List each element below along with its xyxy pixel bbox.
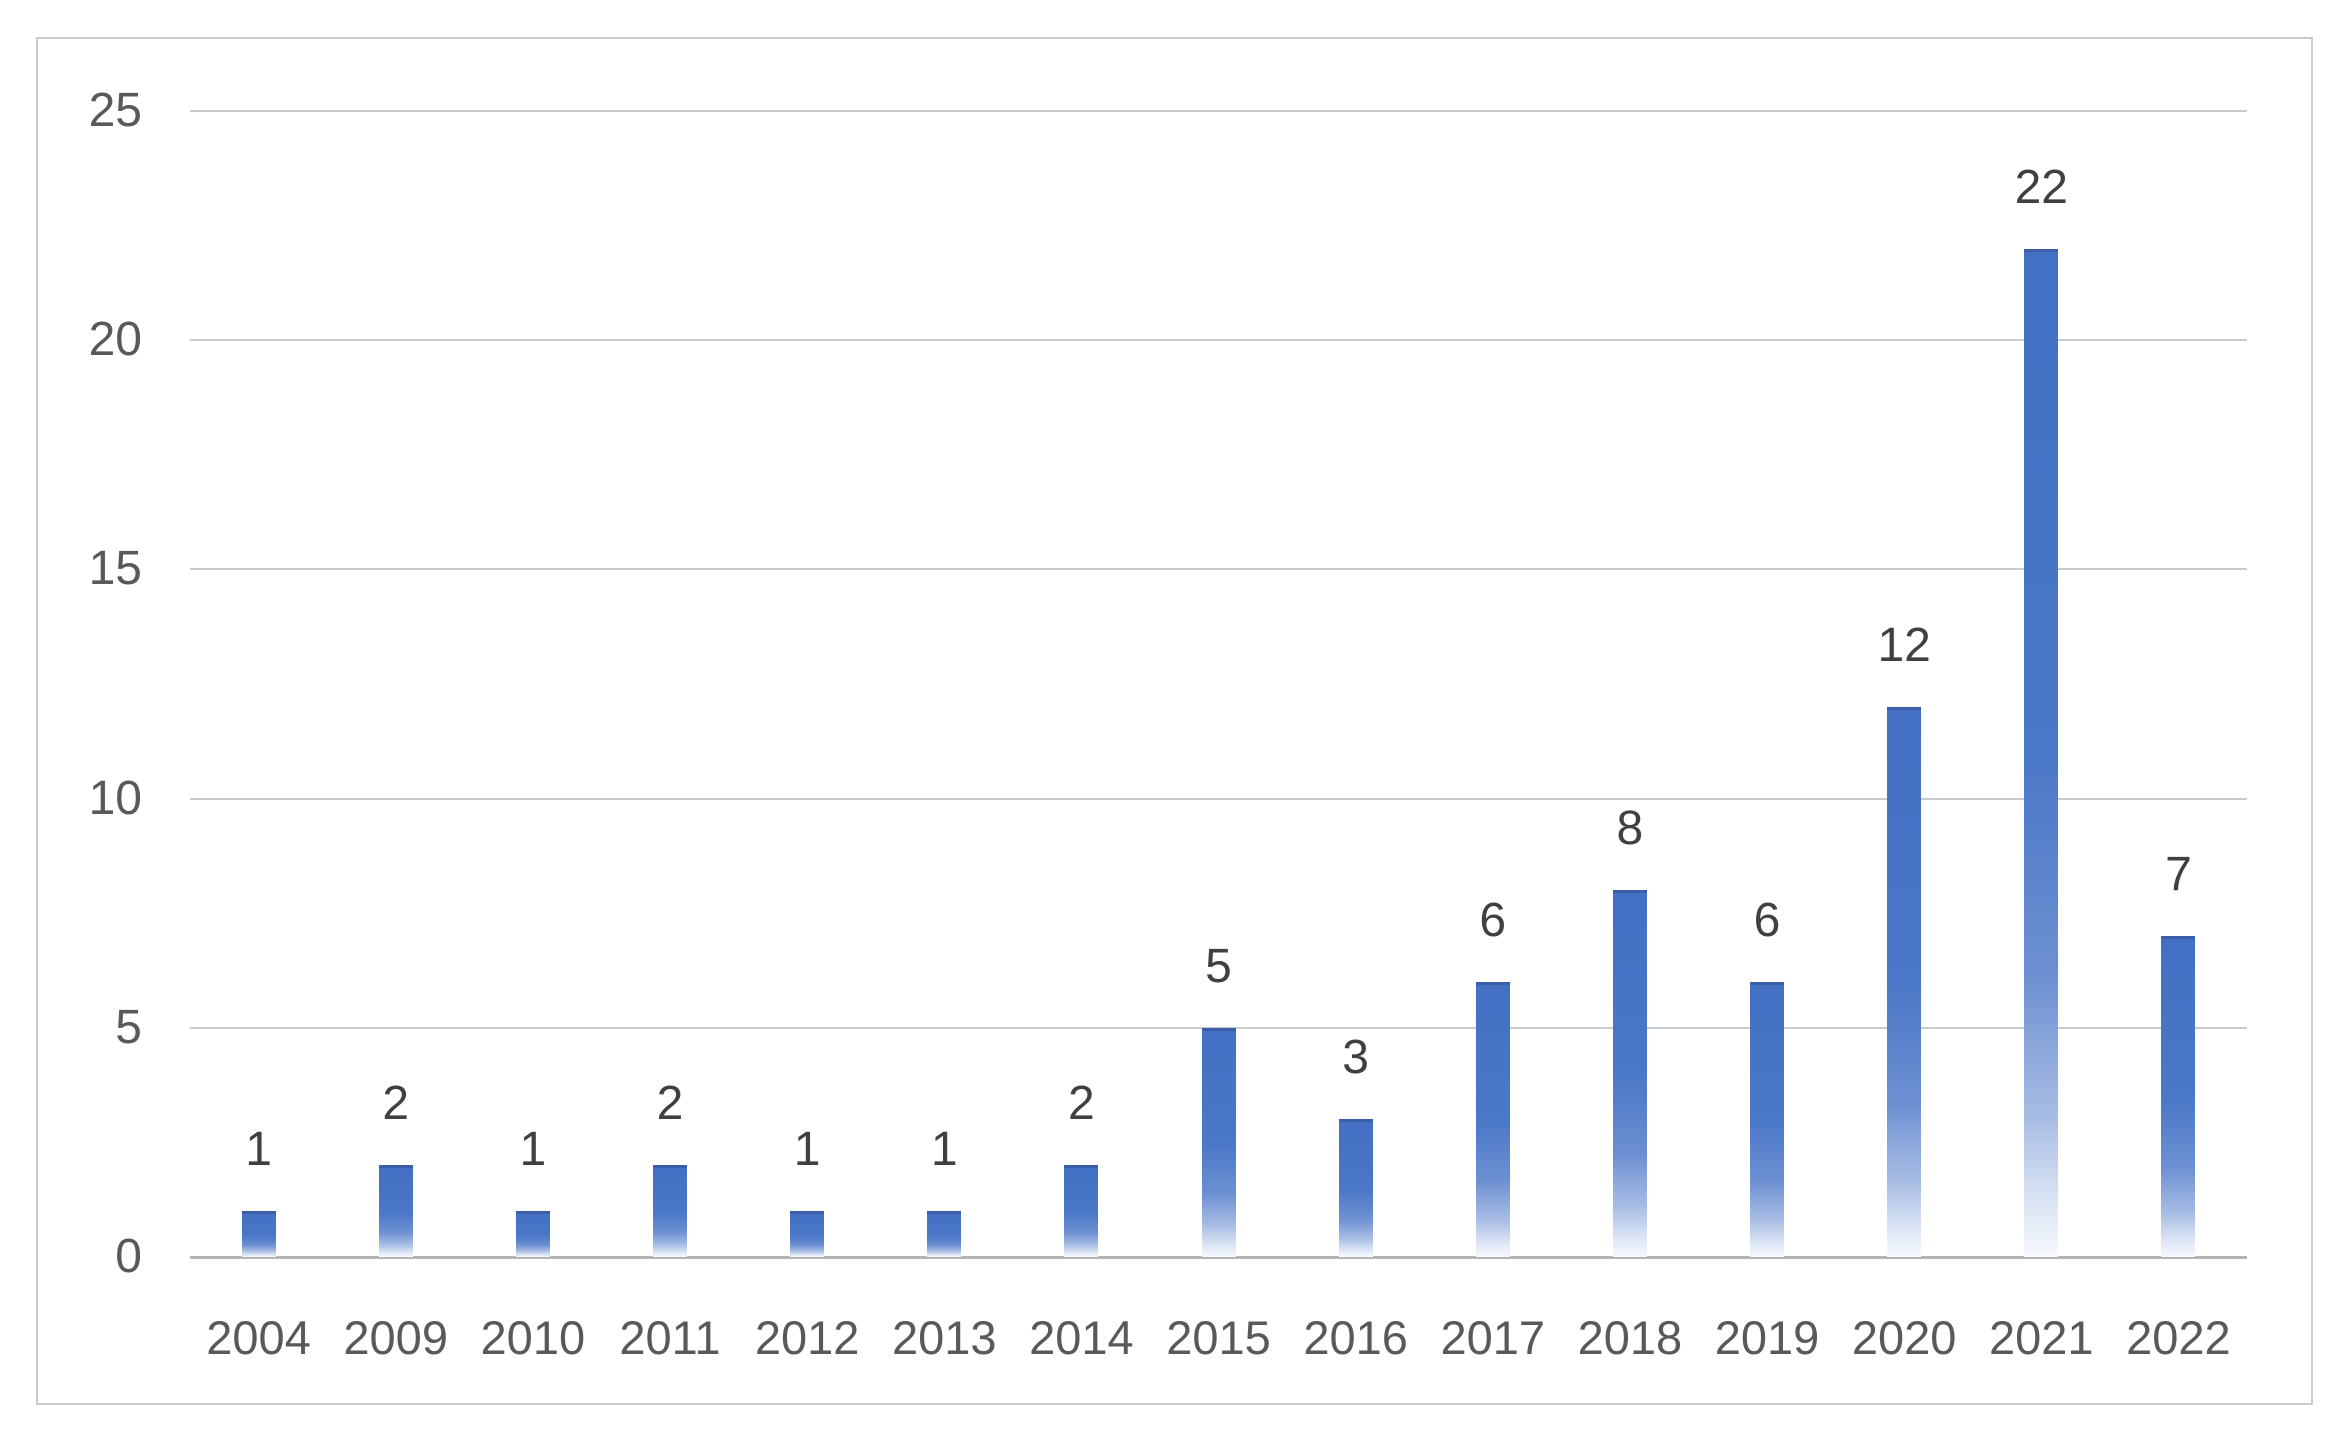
bar-2014 (1064, 1165, 1099, 1257)
data-label-2012: 1 (793, 1123, 821, 1177)
gridline-15 (190, 568, 2247, 571)
x-tick-label-2009: 2009 (343, 1311, 448, 1364)
x-tick-label-2018: 2018 (1577, 1311, 1683, 1364)
x-tick-label-2020: 2020 (1851, 1311, 1957, 1364)
x-tick-label-2017: 2017 (1440, 1311, 1546, 1364)
x-tick-label-2010: 2010 (480, 1311, 586, 1364)
gridline-20 (190, 339, 2247, 342)
x-tick-label-2021: 2021 (1989, 1311, 2094, 1364)
y-tick-label-20: 20 (88, 313, 142, 367)
data-label-2004: 1 (245, 1123, 272, 1177)
x-tick-label-2013: 2013 (891, 1311, 997, 1364)
data-label-2010: 1 (519, 1123, 547, 1177)
y-tick-label-5: 5 (115, 1000, 142, 1054)
data-label-2013: 1 (930, 1123, 958, 1177)
x-tick-label-2004: 2004 (206, 1311, 311, 1364)
data-label-2009: 2 (382, 1077, 410, 1131)
x-tick-label-2012: 2012 (754, 1311, 860, 1364)
bar-2019 (1750, 981, 1785, 1257)
gridline-25 (190, 110, 2247, 112)
x-tick-label-2015: 2015 (1166, 1311, 1271, 1364)
bar-2015 (1201, 1027, 1236, 1257)
y-tick-label-25: 25 (88, 84, 142, 137)
plot-area: 0 5 10 15 20 25 1 2004 2 2009 1 2010 2 2011 1 2012 1 2013… (89, 84, 2247, 1364)
x-tick-label-2016: 2016 (1303, 1311, 1408, 1364)
y-tick-label-10: 10 (88, 771, 142, 825)
bar-2009 (378, 1165, 413, 1257)
bar-2021 (2024, 248, 2059, 1257)
bar-2017 (1475, 981, 1510, 1257)
x-tick-label-2014: 2014 (1029, 1311, 1134, 1364)
data-label-2017: 6 (1479, 893, 1507, 947)
data-label-2015: 5 (1205, 939, 1232, 993)
x-tick-label-2022: 2022 (2126, 1311, 2231, 1364)
y-tick-label-0: 0 (115, 1230, 142, 1283)
x-tick-label-2011: 2011 (619, 1311, 721, 1364)
chart-area: 0 5 10 15 20 25 1 2004 2 2009 1 2010 2 2011 1 2012 1 2013… (36, 37, 2313, 1405)
bar-2020 (1887, 706, 1922, 1257)
data-label-2014: 2 (1068, 1077, 1095, 1131)
data-label-2019: 6 (1753, 893, 1781, 947)
gridline-10 (190, 797, 2247, 800)
data-label-2021: 22 (2014, 160, 2068, 214)
bar-2010 (515, 1211, 550, 1257)
bar-2022 (2161, 936, 2196, 1257)
data-label-2022: 7 (2165, 848, 2192, 902)
bar-2018 (1612, 890, 1647, 1257)
data-label-2011: 2 (656, 1077, 684, 1131)
bar-2016 (1338, 1119, 1373, 1257)
bar-2004 (241, 1211, 276, 1257)
bar-2011 (652, 1165, 687, 1257)
x-axis-line (190, 1256, 2247, 1259)
bar-2012 (790, 1211, 825, 1257)
y-tick-label-15: 15 (88, 542, 142, 596)
data-label-2020: 12 (1877, 618, 1931, 672)
data-label-2016: 3 (1342, 1031, 1369, 1085)
bar-2013 (927, 1211, 962, 1257)
x-tick-label-2019: 2019 (1714, 1311, 1820, 1364)
data-label-2018: 8 (1616, 802, 1644, 856)
